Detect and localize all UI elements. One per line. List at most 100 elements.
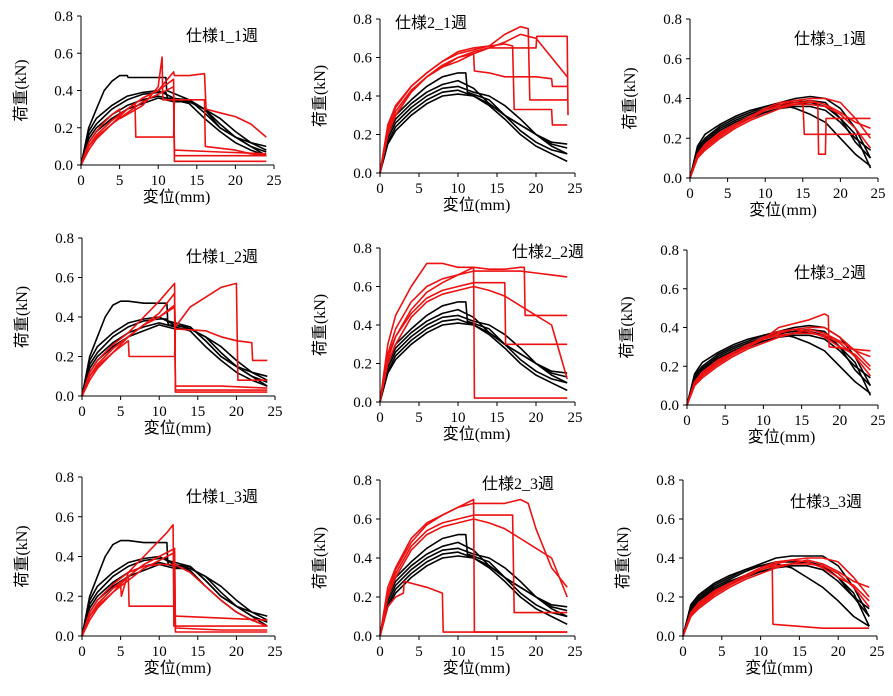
- series-line-red-6: [379, 262, 568, 403]
- chart-panel-7: 0 5 10 15 20 25 0.0 0.2 0.4 0.6 0.8 変位(mm) 荷重(kN) 仕様1…: [13, 470, 283, 677]
- y-tick-label: 0.4: [54, 84, 73, 100]
- x-axis-label: 変位(mm): [749, 201, 817, 219]
- x-tick-label: 20: [832, 413, 847, 429]
- x-tick-label: 20: [229, 644, 244, 660]
- series-line-black-4: [379, 93, 568, 174]
- series-line-red-10: [379, 580, 568, 637]
- x-tick-label: 20: [833, 186, 848, 202]
- chart-title: 仕様3_2週: [794, 264, 866, 282]
- x-tick-label: 20: [529, 181, 544, 197]
- x-axis-label: 変位(mm): [443, 659, 511, 677]
- x-tick-label: 5: [116, 173, 124, 189]
- series-line-black-5: [81, 318, 268, 397]
- y-tick-label: 0.2: [55, 350, 74, 366]
- x-tick-label: 5: [117, 404, 125, 420]
- x-tick-label: 15: [189, 173, 204, 189]
- y-tick-label: 0.6: [55, 510, 74, 526]
- x-axis-label: 変位(mm): [144, 659, 212, 677]
- series-line-black-5: [80, 91, 267, 166]
- y-tick-label: 0.2: [660, 359, 679, 375]
- x-tick-label: 10: [451, 644, 466, 660]
- chart-panel-2: 0 5 10 15 20 25 0.0 0.2 0.4 0.6 0.8 変位(mm) 荷重(kN) 仕様2…: [311, 11, 583, 214]
- y-tick-label: 0.8: [353, 241, 372, 257]
- y-tick-label: 0.8: [663, 12, 682, 28]
- x-tick-label: 10: [451, 181, 466, 197]
- x-tick-label: 15: [190, 404, 205, 420]
- chart-title-bg: [392, 11, 474, 33]
- series-line-red-9: [379, 281, 568, 403]
- x-tick-label: 15: [794, 413, 809, 429]
- x-tick-label: 0: [77, 173, 85, 189]
- x-tick-label: 20: [228, 173, 243, 189]
- chart-title-bg: [787, 490, 869, 512]
- series-line-black-2: [379, 85, 568, 174]
- x-tick-label: 0: [679, 644, 687, 660]
- y-tick-label: 0.0: [353, 629, 372, 645]
- x-tick-label: 0: [686, 186, 694, 202]
- x-tick-label: 0: [376, 181, 384, 197]
- y-tick-label: 0.0: [55, 389, 74, 405]
- x-tick-label: 15: [190, 644, 205, 660]
- x-tick-label: 20: [229, 404, 244, 420]
- series-line-red-8: [379, 514, 568, 637]
- chart-panel-8: 0 5 10 15 20 25 0.0 0.2 0.4 0.6 0.8 変位(mm) 荷重(kN) 仕様2…: [311, 472, 583, 677]
- y-tick-label: 0.2: [663, 131, 682, 147]
- x-tick-label: 0: [78, 644, 86, 660]
- y-tick-label: 0.8: [660, 243, 679, 259]
- y-tick-label: 0.6: [353, 51, 372, 67]
- chart-title-bg: [509, 240, 591, 262]
- x-tick-label: 5: [721, 413, 729, 429]
- y-tick-label: 0.8: [353, 473, 372, 489]
- y-tick-label: 0.0: [663, 171, 682, 187]
- series-line-red-9: [686, 328, 871, 406]
- series-line-black-1: [682, 555, 870, 637]
- y-tick-label: 0.6: [353, 280, 372, 296]
- y-tick-label: 0.4: [353, 551, 372, 567]
- chart-title: 仕様3_1週: [794, 30, 866, 48]
- x-tick-label: 10: [152, 644, 167, 660]
- chart-title: 仕様2_3週: [482, 475, 554, 493]
- y-tick-label: 0.4: [353, 89, 372, 105]
- y-tick-label: 0.0: [353, 395, 372, 411]
- chart-title: 仕様1_2週: [186, 248, 258, 266]
- x-axis-label: 変位(mm): [443, 425, 511, 443]
- x-tick-label: 0: [376, 644, 384, 660]
- x-tick-label: 15: [795, 186, 810, 202]
- y-tick-label: 0.2: [656, 590, 675, 606]
- x-tick-label: 10: [758, 186, 773, 202]
- series-line-red-7: [689, 97, 872, 179]
- series-line-black-3: [81, 322, 268, 397]
- x-tick-label: 25: [870, 644, 885, 660]
- y-axis-label: 荷重(kN): [621, 67, 639, 129]
- series-line-red-7: [686, 326, 871, 406]
- x-axis-label: 変位(mm): [144, 419, 212, 437]
- series-line-black-5: [379, 533, 568, 637]
- series-line-red-7: [682, 557, 870, 637]
- x-tick-label: 25: [268, 404, 283, 420]
- series-line-black-1: [689, 95, 872, 179]
- y-tick-label: 0.0: [54, 158, 73, 174]
- x-tick-label: 10: [753, 644, 768, 660]
- chart-panel-4: 0 5 10 15 20 25 0.0 0.2 0.4 0.6 0.8 変位(mm) 荷重(kN) 仕様1…: [13, 231, 283, 437]
- y-tick-label: 0.6: [54, 46, 73, 62]
- series-line-black-3: [379, 318, 568, 403]
- series-line-red-10: [379, 52, 568, 174]
- y-tick-label: 0.4: [663, 92, 682, 108]
- series-line-red-8: [379, 266, 568, 403]
- chart-title-bg: [183, 245, 265, 267]
- y-tick-label: 0.8: [353, 12, 372, 28]
- series-line-black-5: [379, 72, 568, 174]
- series-line-red-10: [686, 328, 871, 406]
- x-tick-label: 10: [756, 413, 771, 429]
- series-line-red-9: [379, 43, 568, 174]
- x-tick-label: 20: [831, 644, 846, 660]
- y-tick-label: 0.4: [656, 551, 675, 567]
- x-tick-label: 5: [415, 410, 423, 426]
- series-line-red-6: [379, 25, 568, 174]
- x-tick-label: 25: [871, 413, 886, 429]
- x-tick-label: 0: [78, 404, 86, 420]
- chart-panel-5: 0 5 10 15 20 25 0.0 0.2 0.4 0.6 0.8 変位(mm) 荷重(kN) 仕様2…: [311, 240, 591, 443]
- series-line-red-10: [682, 559, 870, 637]
- chart-title-bg: [183, 24, 265, 46]
